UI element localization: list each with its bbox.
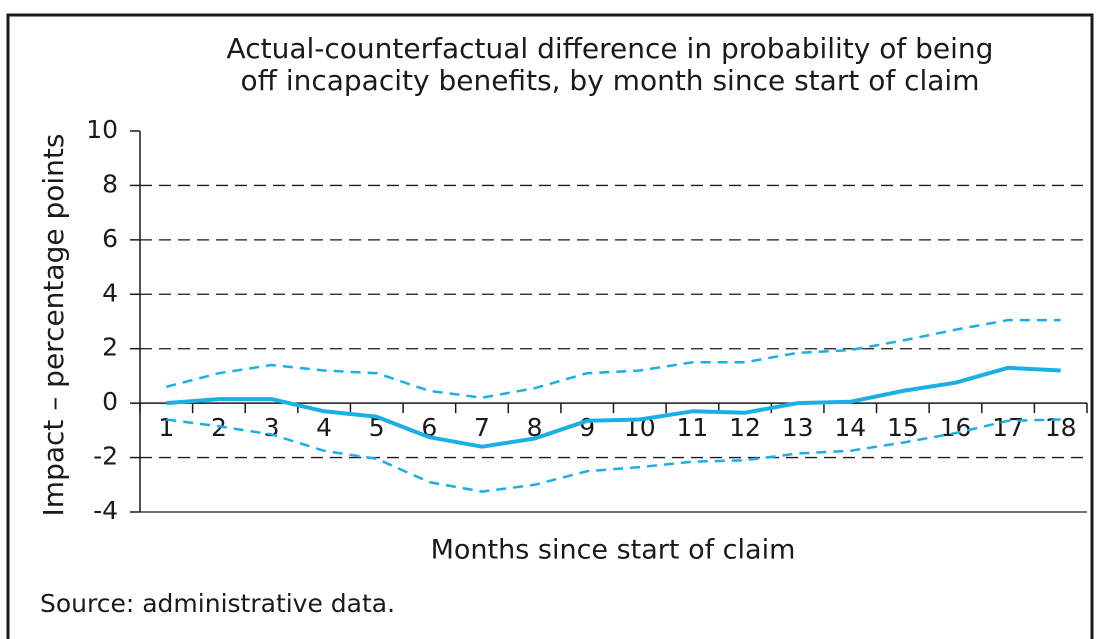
chart-title: off incapacity benefits, by month since … [241, 64, 980, 97]
y-tick-label: -2 [93, 442, 118, 471]
y-tick-label: 6 [102, 224, 118, 253]
frame [6, 13, 1094, 639]
x-tick-label: 2 [211, 413, 227, 442]
x-tick-label: 7 [474, 413, 490, 442]
x-tick-label: 12 [729, 413, 761, 442]
y-tick-label: 4 [102, 278, 118, 307]
x-tick-label: 8 [527, 413, 543, 442]
y-tick-label: 2 [102, 333, 118, 362]
x-tick-label: 9 [579, 413, 595, 442]
data-line [166, 418, 1061, 493]
x-tick-label: 16 [940, 413, 972, 442]
source-note: Source: administrative data. [40, 589, 395, 618]
x-tick-label: 18 [1045, 413, 1077, 442]
data-line [165, 318, 1061, 399]
x-tick-label: 14 [834, 413, 866, 442]
x-tick-label: 13 [782, 413, 814, 442]
y-tick-label: 10 [86, 115, 118, 144]
x-tick-label: 4 [316, 413, 332, 442]
data-line [166, 365, 1061, 449]
x-tick-label: 15 [887, 413, 919, 442]
y-tick-label: 0 [102, 387, 118, 416]
y-axis-label: Impact – percentage points [37, 134, 70, 517]
chart-title: Actual-counterfactual difference in prob… [227, 32, 994, 65]
x-tick-label: 3 [264, 413, 280, 442]
y-tick-label: -4 [93, 496, 118, 525]
x-tick-label: 1 [158, 413, 174, 442]
x-tick-label: 17 [992, 413, 1024, 442]
x-tick-label: 11 [677, 413, 709, 442]
x-axis-label: Months since start of claim [431, 535, 796, 566]
y-tick-label: 8 [102, 169, 118, 198]
